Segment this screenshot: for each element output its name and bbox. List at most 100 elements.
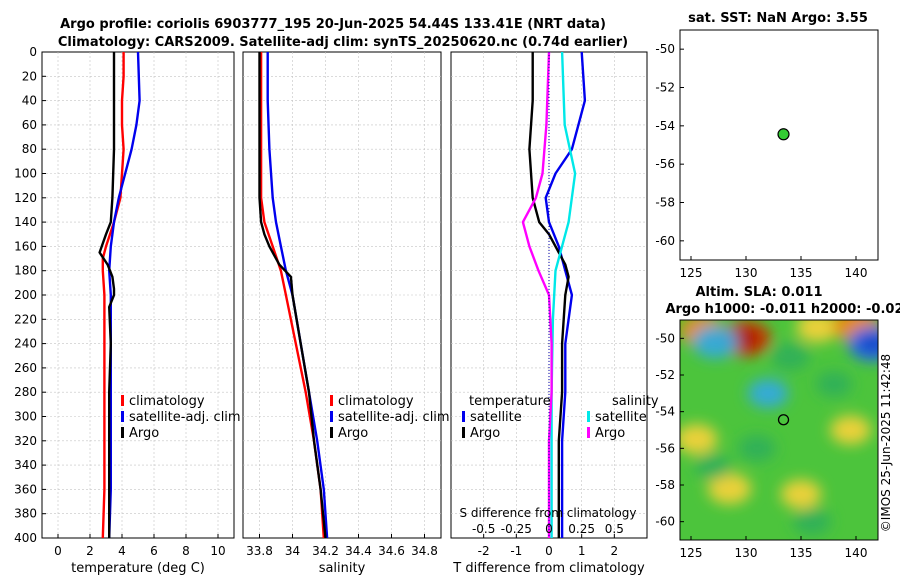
sst-map-panel: 125 130 135 140 -50 -52 -54 -56 -58 -60 <box>655 29 879 280</box>
sla-field <box>680 320 878 540</box>
diff-s-tick-label: -0.25 <box>501 522 532 536</box>
differences-xtick-label: 0 <box>545 544 553 558</box>
salinity-xtick-label: 34.8 <box>411 544 438 558</box>
sst-ytick-label: -60 <box>655 234 675 248</box>
sla-field-blob <box>694 453 732 480</box>
salinity-legend-swatch <box>330 395 333 406</box>
depth-tick-label: 160 <box>14 239 37 253</box>
figure-title-line1: Argo profile: coriolis 6903777_195 20-Ju… <box>60 17 606 32</box>
temperature-panel: 0 2 4 6 8 10020406080100120140160180200220240… <box>14 45 241 576</box>
sst-ytick-label: -56 <box>655 157 675 171</box>
sla-xtick-label: 130 <box>735 546 758 560</box>
diff-legend-label: Argo <box>470 426 500 441</box>
depth-tick-label: 300 <box>14 410 37 424</box>
depth-tick-label: 280 <box>14 385 37 399</box>
salinity-legend-swatch <box>330 427 333 438</box>
depth-tick-label: 220 <box>14 312 37 326</box>
temperature-xtick-label: 8 <box>182 544 190 558</box>
temperature-xtick-label: 10 <box>210 544 225 558</box>
temperature-legend-label: climatology <box>129 394 205 409</box>
sla-field-blob <box>747 378 789 408</box>
temperature-legend-swatch <box>121 411 124 422</box>
depth-tick-label: 0 <box>29 45 37 59</box>
depth-tick-label: 20 <box>22 69 37 83</box>
temperature-legend-swatch <box>121 395 124 406</box>
differences-xtick-label: 2 <box>611 544 619 558</box>
sla-xtick-label: 125 <box>680 546 703 560</box>
temperature-series-climatology <box>101 52 125 539</box>
differences-series-salinity-argo <box>521 51 553 538</box>
argo-position-marker <box>777 128 790 141</box>
salinity-legend-swatch <box>330 411 333 422</box>
diff-legend-label: Argo <box>595 426 625 441</box>
salinity-xtick-label: 34.4 <box>345 544 372 558</box>
temperature-xtick-label: 0 <box>54 544 62 558</box>
depth-tick-label: 260 <box>14 361 37 375</box>
sla-field-blobs <box>680 320 878 536</box>
salinity-xtick-label: 33.8 <box>246 544 273 558</box>
depth-tick-label: 140 <box>14 215 37 229</box>
depth-tick-label: 60 <box>22 118 37 132</box>
depth-tick-label: 360 <box>14 482 37 496</box>
diff-legend-swatch <box>587 427 590 438</box>
sla-xtick-label: 140 <box>845 546 868 560</box>
sla-plot-frame <box>679 319 879 541</box>
sla-field-blob <box>738 434 776 462</box>
sla-field-blob <box>707 473 752 505</box>
diff-legend-swatch <box>462 411 465 422</box>
argo-position-marker-sla <box>777 414 790 426</box>
temperature-xtick-label: 6 <box>150 544 158 558</box>
diff-legend-swatch <box>587 411 590 422</box>
sst-xtick-label: 140 <box>845 266 868 280</box>
temperature-legend-label: Argo <box>129 426 159 441</box>
diff-legend-swatch <box>462 427 465 438</box>
depth-tick-label: 40 <box>22 94 37 108</box>
differences-xlabel: T difference from climatology <box>452 561 645 576</box>
sla-field-blob <box>770 342 810 371</box>
temperature-legend-swatch <box>121 427 124 438</box>
salinity-series-argo <box>258 52 327 539</box>
diff-legend-label: satellite <box>595 410 647 425</box>
sst-xtick-label: 130 <box>735 266 758 280</box>
difference-panel: -2 -1 0 1 2 T difference from climatology S di… <box>450 51 659 576</box>
temperature-series-satellite-adj-clim <box>107 51 141 539</box>
temperature-legend-label: satellite-adj. clim <box>129 410 241 425</box>
depth-tick-label: 200 <box>14 288 37 302</box>
depth-tick-label: 120 <box>14 191 37 205</box>
depth-tick-label: 320 <box>14 434 37 448</box>
salinity-xtick-label: 34.6 <box>378 544 405 558</box>
sla-ytick-label: -60 <box>655 515 675 529</box>
sst-ytick-label: -58 <box>655 196 675 210</box>
sla-field-core <box>860 335 878 352</box>
sla-ytick-label: -50 <box>655 331 675 345</box>
depth-tick-label: 240 <box>14 337 37 351</box>
sla-field-blob <box>796 320 839 343</box>
salinity-legend-label: Argo <box>338 426 368 441</box>
diff-legend-label: satellite <box>470 410 522 425</box>
salinity-xtick-label: 34 <box>285 544 300 558</box>
sla-field-blob <box>793 508 831 536</box>
depth-tick-label: 80 <box>22 142 37 156</box>
sst-ytick-label: -50 <box>655 42 675 56</box>
sla-map-title: Altim. SLA: 0.011 <box>696 285 823 300</box>
depth-tick-label: 400 <box>14 531 37 545</box>
depth-tick-label: 100 <box>14 167 37 181</box>
salinity-legend-label: satellite-adj. clim <box>338 410 450 425</box>
imos-credit: ©IMOS 25-Jun-2025 11:42:48 <box>879 354 893 532</box>
sla-map-panel: 125 130 135 140 -50 -52 -54 -56 -58 -60 <box>655 319 879 560</box>
salinity-legend-label: climatology <box>338 394 414 409</box>
diff-s-tick-label: 0 <box>545 522 553 536</box>
sla-field-blob <box>692 325 739 359</box>
sst-xtick-label: 135 <box>790 266 813 280</box>
sst-plot-area <box>679 29 879 261</box>
sst-map-title: sat. SST: NaN Argo: 3.55 <box>688 11 868 26</box>
differences-xtick-label: -2 <box>478 544 490 558</box>
diff-legend-header-temperature: temperature <box>469 394 551 409</box>
sla-field-blob <box>815 371 853 398</box>
sla-ytick-label: -56 <box>655 441 675 455</box>
sla-ytick-label: -58 <box>655 478 675 492</box>
sla-field-core <box>733 330 759 347</box>
differences-series-salinity-satellite <box>550 51 577 538</box>
differences-series-temperature-argo <box>528 52 570 538</box>
